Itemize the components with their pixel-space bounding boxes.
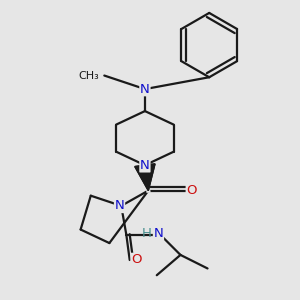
Text: N: N xyxy=(115,199,124,212)
Text: CH₃: CH₃ xyxy=(79,70,99,80)
Text: N: N xyxy=(140,159,150,172)
Text: O: O xyxy=(186,184,197,197)
Text: H: H xyxy=(142,227,152,240)
Polygon shape xyxy=(135,164,155,190)
Text: N: N xyxy=(154,227,163,240)
Text: O: O xyxy=(131,254,142,266)
Polygon shape xyxy=(135,164,155,190)
Text: N: N xyxy=(140,82,150,96)
